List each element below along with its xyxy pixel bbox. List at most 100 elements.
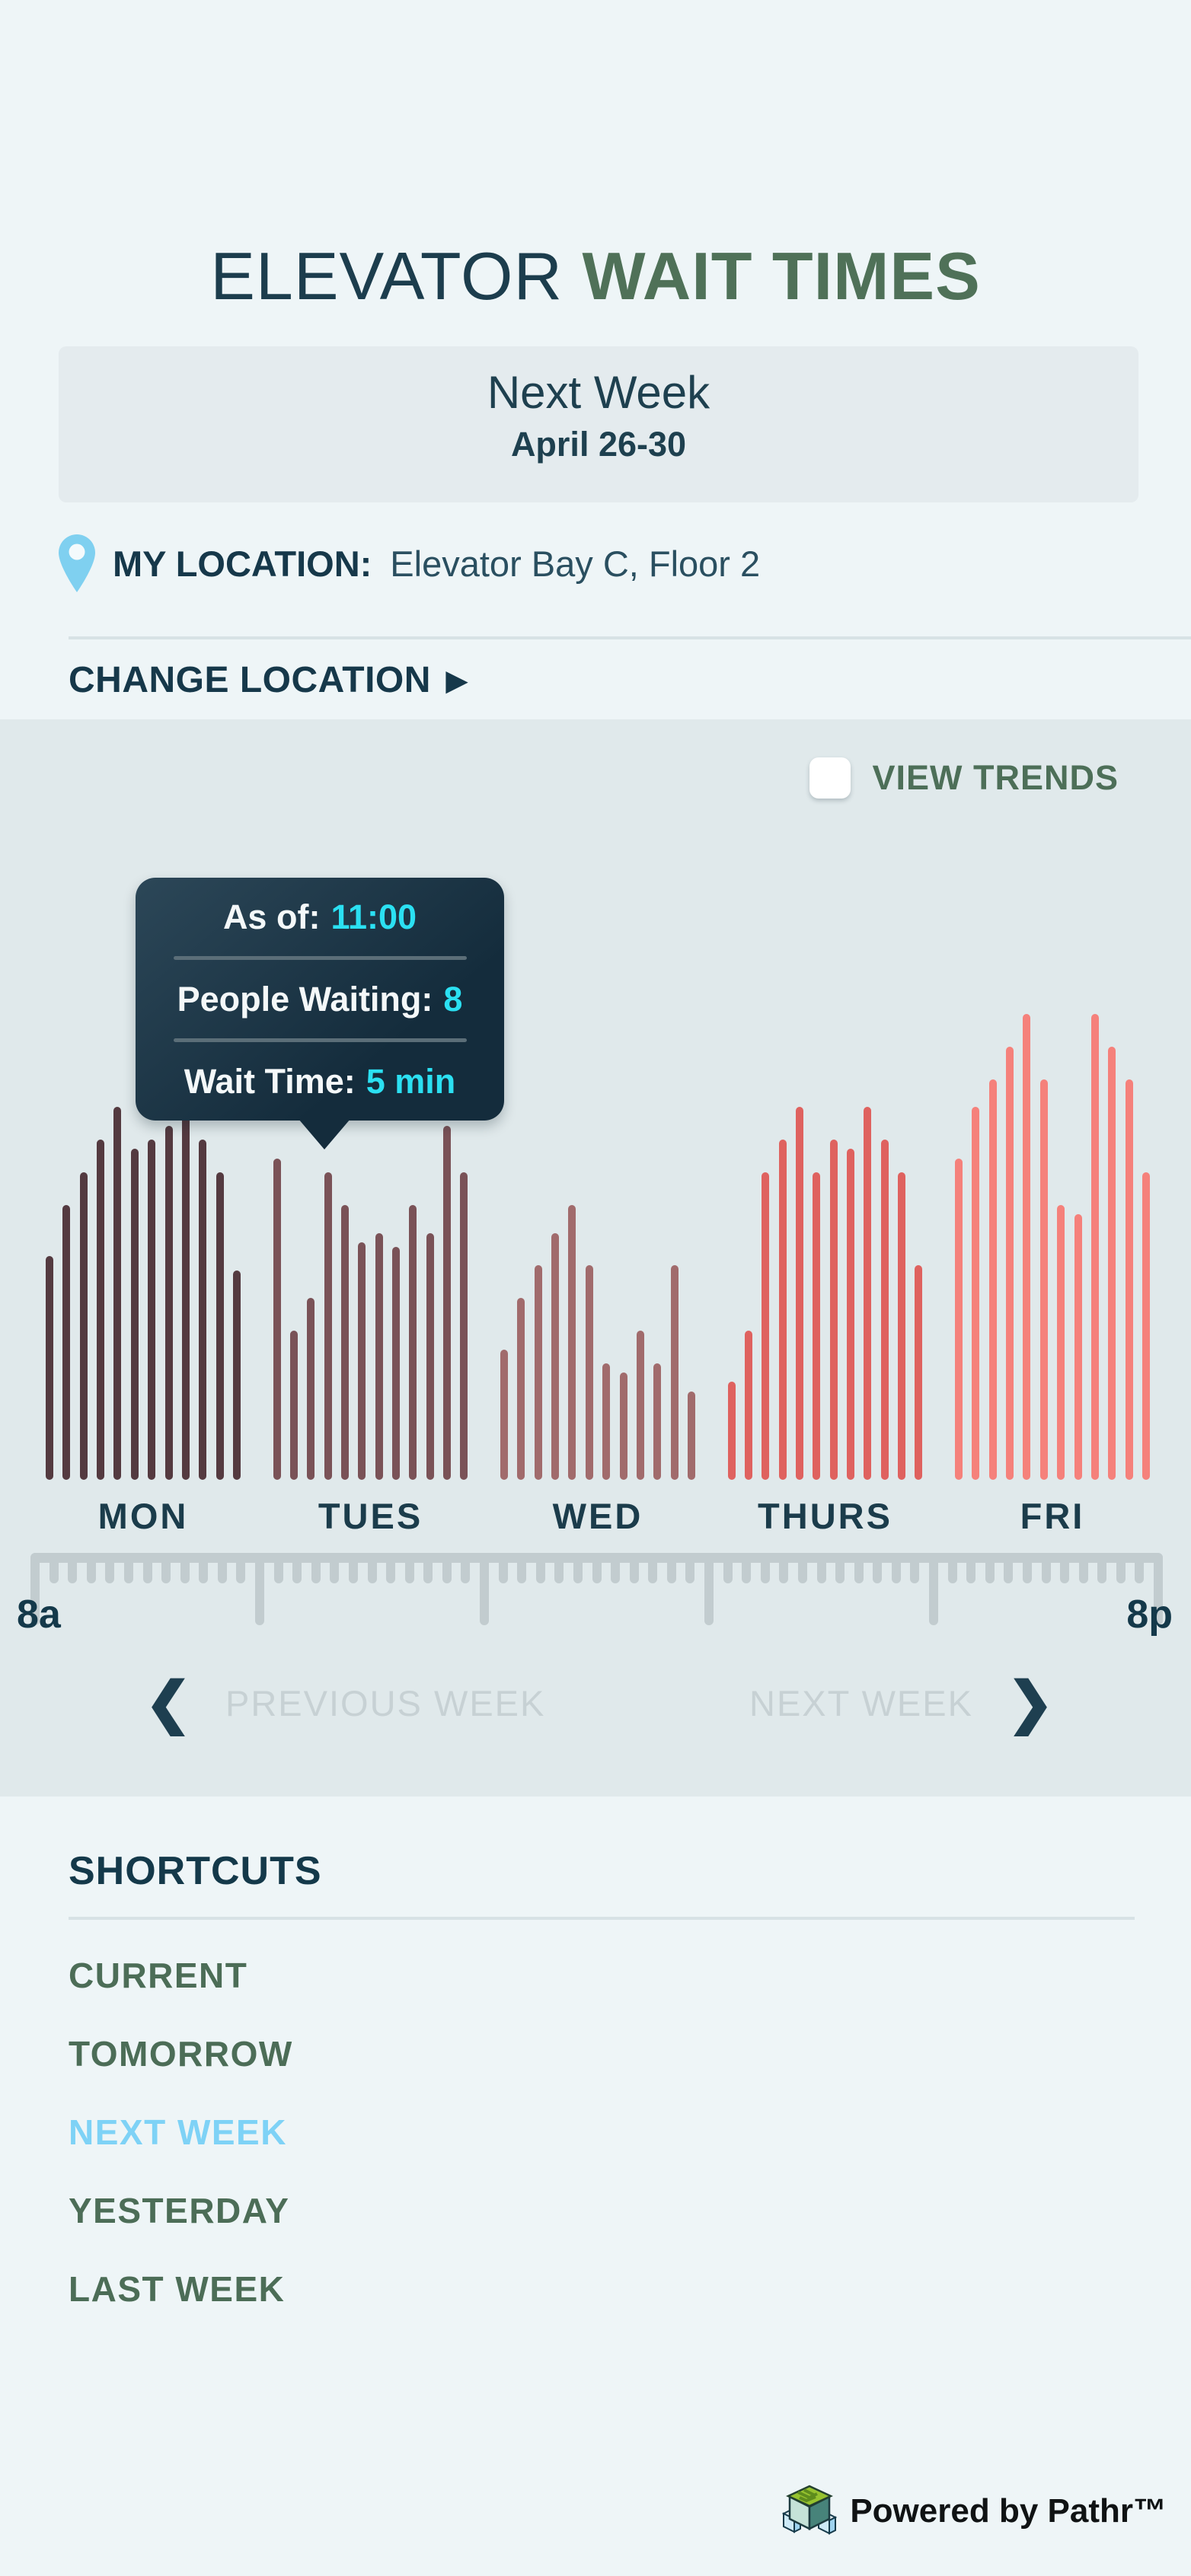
- location-value: Elevator Bay C, Floor 2: [390, 543, 761, 584]
- ruler-tick-minor: [49, 1553, 59, 1583]
- ruler-tick-minor: [199, 1553, 208, 1583]
- ruler-tick-minor: [330, 1553, 339, 1583]
- wait-time-bar[interactable]: [307, 1298, 315, 1480]
- footer: Powered by Pathr™: [781, 2483, 1167, 2539]
- wait-time-bar[interactable]: [636, 1331, 644, 1480]
- ruler-tick-major: [1154, 1553, 1163, 1625]
- wait-time-bar[interactable]: [181, 1102, 190, 1480]
- wait-time-bar[interactable]: [653, 1363, 662, 1480]
- chevron-left-icon[interactable]: ❮: [145, 1671, 193, 1734]
- wait-time-bar[interactable]: [972, 1107, 980, 1480]
- wait-time-bar[interactable]: [829, 1140, 838, 1480]
- wait-time-bar[interactable]: [727, 1382, 736, 1480]
- shortcut-last-week[interactable]: LAST WEEK: [69, 2269, 286, 2309]
- wait-time-bar[interactable]: [500, 1350, 508, 1480]
- wait-time-bar[interactable]: [164, 1126, 173, 1480]
- period-selector[interactable]: Next Week April 26-30: [59, 346, 1138, 502]
- previous-week-button[interactable]: ❮ PREVIOUS WEEK: [145, 1675, 545, 1731]
- day-label: THURS: [758, 1496, 892, 1536]
- ruler-tick-minor: [105, 1553, 114, 1583]
- period-label: Next Week: [487, 367, 710, 418]
- wait-time-bar[interactable]: [324, 1172, 332, 1480]
- wait-time-bar[interactable]: [602, 1363, 611, 1480]
- wait-time-bar[interactable]: [1108, 1047, 1116, 1480]
- ruler-tick-minor: [536, 1553, 545, 1583]
- wait-time-bar[interactable]: [340, 1205, 349, 1480]
- view-trends-checkbox[interactable]: [809, 757, 851, 799]
- wait-time-bar[interactable]: [199, 1140, 207, 1480]
- wait-time-bar[interactable]: [460, 1172, 468, 1480]
- wait-time-bar[interactable]: [289, 1331, 298, 1480]
- wait-time-bar[interactable]: [795, 1107, 803, 1480]
- shortcuts-panel: SHORTCUTS CURRENT TOMORROW NEXT WEEK YESTER…: [69, 1848, 1135, 2347]
- wait-time-bar[interactable]: [443, 1126, 452, 1480]
- shortcut-next-week[interactable]: NEXT WEEK: [69, 2112, 287, 2152]
- next-week-button[interactable]: NEXT WEEK ❯: [749, 1675, 1054, 1731]
- wait-time-bar[interactable]: [426, 1233, 434, 1480]
- wait-time-bar[interactable]: [1006, 1047, 1014, 1480]
- wait-time-bar[interactable]: [898, 1172, 906, 1480]
- ruler-tick-minor: [1079, 1553, 1088, 1583]
- wait-time-bar[interactable]: [670, 1265, 679, 1480]
- wait-time-bar[interactable]: [148, 1140, 156, 1480]
- ruler-tick-minor: [1004, 1553, 1013, 1583]
- change-location-button[interactable]: CHANGE LOCATION ▶: [69, 659, 468, 701]
- ruler-tick-minor: [723, 1553, 733, 1583]
- ruler-tick-minor: [368, 1553, 377, 1583]
- wait-time-bar[interactable]: [1057, 1205, 1065, 1480]
- wait-time-bar[interactable]: [517, 1298, 525, 1480]
- wait-time-bar[interactable]: [130, 1149, 139, 1480]
- page-title: ELEVATOR WAIT TIMES: [0, 238, 1191, 315]
- wait-time-bar[interactable]: [62, 1205, 71, 1480]
- wait-time-bar[interactable]: [744, 1331, 752, 1480]
- wait-time-bar[interactable]: [1074, 1214, 1082, 1480]
- wait-time-bar[interactable]: [216, 1172, 224, 1480]
- wait-time-bar[interactable]: [375, 1233, 383, 1480]
- wait-time-bar[interactable]: [762, 1172, 770, 1480]
- wait-time-bar[interactable]: [97, 1140, 105, 1480]
- shortcut-current[interactable]: CURRENT: [69, 1956, 248, 1995]
- wait-time-bar[interactable]: [392, 1247, 401, 1480]
- wait-time-bar[interactable]: [79, 1172, 88, 1480]
- wait-time-bar[interactable]: [880, 1140, 889, 1480]
- wait-time-bar[interactable]: [568, 1205, 576, 1480]
- previous-week-label: PREVIOUS WEEK: [225, 1682, 546, 1723]
- wait-time-bar[interactable]: [113, 1107, 122, 1480]
- wait-time-bar[interactable]: [534, 1265, 542, 1480]
- wait-time-bar[interactable]: [358, 1242, 366, 1480]
- wait-time-bar[interactable]: [813, 1172, 821, 1480]
- wait-time-bar[interactable]: [1125, 1079, 1133, 1480]
- wait-time-value: 5 min: [366, 1061, 456, 1101]
- wait-time-bar[interactable]: [1142, 1172, 1150, 1480]
- wait-time-bar[interactable]: [232, 1270, 241, 1480]
- wait-time-bar[interactable]: [1090, 1014, 1099, 1480]
- wait-time-bar[interactable]: [1039, 1079, 1048, 1480]
- wait-time-bar[interactable]: [46, 1256, 53, 1480]
- wait-time-bar[interactable]: [619, 1372, 627, 1480]
- wait-time-bar[interactable]: [585, 1265, 593, 1480]
- wait-time-bar[interactable]: [988, 1079, 997, 1480]
- page-title-light: ELEVATOR: [210, 238, 564, 314]
- right-triangle-icon: ▶: [445, 664, 468, 696]
- chevron-right-icon[interactable]: ❯: [1006, 1671, 1054, 1734]
- wait-time-bar[interactable]: [915, 1265, 923, 1480]
- wait-time-bar[interactable]: [409, 1205, 417, 1480]
- ruler-tick-minor: [1116, 1553, 1126, 1583]
- wait-time-bar[interactable]: [778, 1140, 787, 1480]
- shortcut-tomorrow[interactable]: TOMORROW: [69, 2034, 293, 2074]
- wait-time-bar[interactable]: [847, 1149, 855, 1480]
- wait-time-bar[interactable]: [864, 1107, 872, 1480]
- wait-time-bar[interactable]: [955, 1159, 963, 1480]
- change-location-label: CHANGE LOCATION: [69, 660, 431, 700]
- wait-time-bar[interactable]: [273, 1159, 281, 1480]
- wait-time-bar[interactable]: [551, 1233, 560, 1480]
- ruler-tick-minor: [124, 1553, 133, 1583]
- wait-time-bar[interactable]: [1023, 1014, 1031, 1480]
- day-bars: [727, 1014, 923, 1480]
- location-row: MY LOCATION: Elevator Bay C, Floor 2: [55, 533, 760, 594]
- shortcut-yesterday[interactable]: YESTERDAY: [69, 2191, 290, 2230]
- ruler-tick-minor: [798, 1553, 807, 1583]
- day-column-wed: WED: [500, 1014, 695, 1537]
- view-trends-row: VIEW TRENDS: [809, 757, 1119, 799]
- wait-time-bar[interactable]: [687, 1392, 695, 1480]
